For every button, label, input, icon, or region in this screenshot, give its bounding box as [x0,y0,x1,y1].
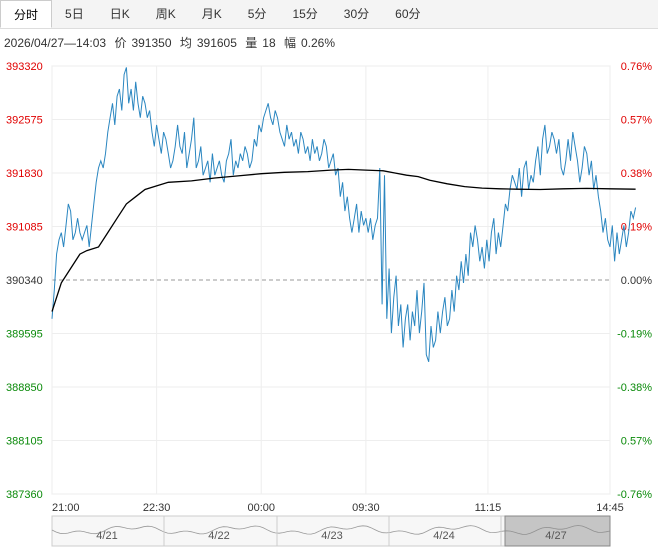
tab-4[interactable]: 月K [201,7,222,21]
percent-tick-label: 0.76% [621,61,652,73]
price-tick-label: 389595 [6,329,43,341]
price-tick-label: 393320 [6,61,43,73]
percent-tick-label: 0.38% [621,168,652,180]
tab-1[interactable]: 5日 [65,7,84,21]
percent-tick-label: -0.76% [617,489,652,501]
time-tick-label: 09:30 [352,502,380,514]
price-tick-label: 390340 [6,275,43,287]
time-tick-label: 21:00 [52,502,80,514]
info-price-label: 价 [114,36,127,50]
overview-trace [51,525,611,535]
time-tick-label: 00:00 [247,502,275,514]
tab-3[interactable]: 周K [155,7,176,21]
info-amp-label: 幅 [283,36,296,50]
chart-series [51,67,637,363]
overview-day-label: 4/22 [208,530,229,542]
overview-day-label: 4/24 [433,530,454,542]
overview-day-label: 4/21 [96,530,117,542]
time-axis: 21:00 22:30 00:00 09:30 11:15 14:45 [52,502,624,514]
tab-7[interactable]: 30分 [343,7,370,21]
price-tick-label: 391085 [6,222,43,234]
tab-8[interactable]: 60分 [395,7,421,21]
price-axis: 393320 392575 391830 391085 390340 389595 3888… [6,61,43,501]
info-vol-label: 量 [245,36,258,50]
info-avg: 391605 [196,36,237,50]
info-datetime: 2026/04/27—14:03 [4,36,107,50]
percent-axis: 0.76% 0.57% 0.38% 0.19% 0.00% -0.19% -0.38% 0.5… [617,61,652,501]
info-price: 391350 [131,36,172,50]
percent-tick-label: 0.00% [621,275,652,287]
overview-day-label: 4/27 [545,530,566,542]
overview-selection-window [504,515,611,547]
percent-tick-label: 0.19% [621,222,652,234]
price-tick-label: 391830 [6,168,43,180]
percent-tick-label: 0.57% [621,436,652,448]
overview-day-label: 4/23 [321,530,342,542]
price-tick-label: 388105 [6,436,43,448]
average-price-line [51,168,636,312]
info-avg-label: 均 [179,36,192,50]
price-tick-label: 392575 [6,115,43,127]
tab-5[interactable]: 5分 [247,7,267,21]
tab-2[interactable]: 日K [109,7,130,21]
percent-tick-label: 0.57% [621,115,652,127]
info-vol: 18 [262,36,276,50]
percent-tick-label: -0.19% [617,329,652,341]
time-tick-label: 22:30 [143,502,171,514]
info-amp: 0.26% [300,36,336,50]
overview-navigator: 4/21 4/22 4/23 4/24 4/27 [51,515,611,547]
price-tick-label: 387360 [6,489,43,501]
chart-grid [51,65,611,495]
percent-tick-label: -0.38% [617,382,652,394]
tab-0[interactable]: 分时 [0,0,53,28]
price-info-bar: 2026/04/27—14:03 价 391350 均 391605 量 18 幅 0.… [4,34,340,51]
plot-frame [51,65,611,495]
timeframe-tabs: 分时 5日 日K 周K 月K 5分 15分 30分 60分 [0,0,658,29]
tab-6[interactable]: 15分 [292,7,318,21]
overview-frame [51,515,611,547]
price-line [51,67,637,363]
time-tick-label: 11:15 [475,502,502,514]
price-tick-label: 388850 [6,382,43,394]
time-tick-label: 14:45 [596,502,624,514]
